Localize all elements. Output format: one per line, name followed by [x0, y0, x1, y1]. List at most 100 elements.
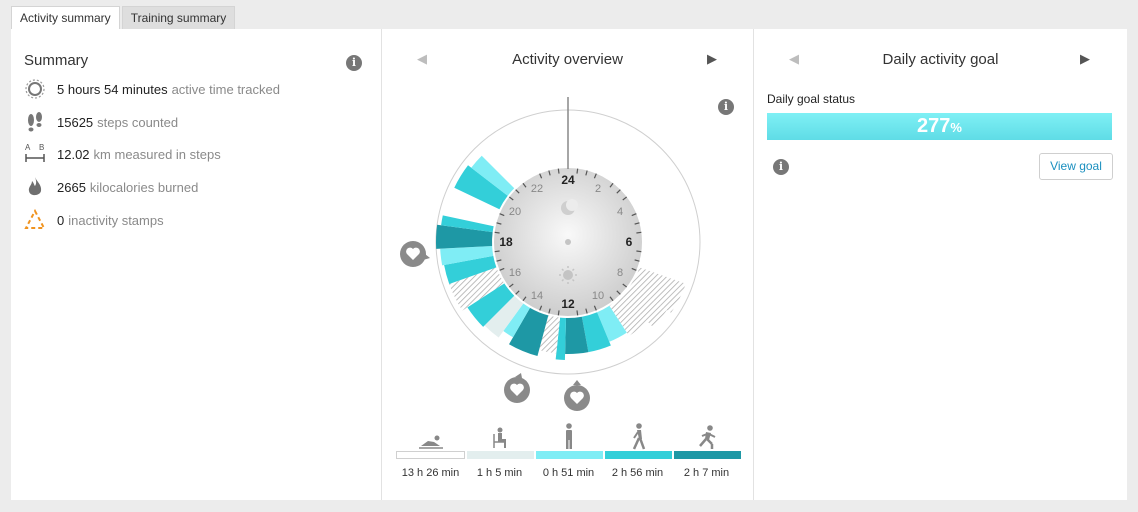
- heart-rate-marker-icon[interactable]: [400, 241, 430, 267]
- legend-label-resting: 13 h 26 min: [401, 467, 460, 479]
- hour-label-22: 22: [531, 183, 543, 195]
- active-time-label: active time tracked: [171, 81, 280, 97]
- goal-status-label: Daily goal status: [767, 92, 856, 106]
- tab-activity-summary[interactable]: Activity summary: [11, 6, 120, 30]
- svg-text:B: B: [39, 143, 44, 152]
- dial-tick: [616, 189, 621, 194]
- legend-bar-sitting: [467, 451, 534, 459]
- summary-title: Summary: [24, 52, 89, 69]
- dial-tick: [496, 259, 502, 262]
- goal-column: Daily activity goal ◀ ▶ Daily goal statu…: [754, 29, 1127, 500]
- activity-segment: [471, 155, 515, 196]
- activity-segment: [444, 255, 497, 285]
- dial-tick: [576, 168, 579, 174]
- legend-bar-running: [674, 451, 741, 459]
- previous-arrow-icon[interactable]: ◀: [789, 51, 799, 66]
- stat-active-time: 5 hours 54 minutes active time tracked: [23, 77, 280, 101]
- dial-tick: [622, 283, 628, 288]
- dial-tick: [515, 189, 520, 194]
- dial-tick: [593, 305, 597, 311]
- dial-tick: [499, 213, 505, 217]
- activity-legend: 13 h 26 min 1 h 5 min 0 h 51 min 2 h 56 …: [396, 420, 741, 479]
- dial-tick: [622, 196, 628, 201]
- distance-value: 12.02: [57, 146, 90, 162]
- goal-percent-sign: %: [950, 120, 962, 135]
- sitting-icon: [465, 420, 534, 450]
- legend-label-standing: 0 h 51 min: [542, 467, 595, 479]
- activity-segment: [539, 315, 561, 354]
- info-icon[interactable]: i: [346, 55, 362, 71]
- summary-column: Summary i 5 hours 54 minutes active time…: [11, 29, 382, 500]
- activity-time-icon: [23, 77, 47, 101]
- dial-tick: [522, 182, 527, 188]
- activity-segment: [630, 267, 686, 313]
- dial-tick: [631, 267, 637, 271]
- tab-bar: Activity summary Training summary: [11, 6, 237, 30]
- activity-segment: [449, 267, 505, 311]
- activity-clock-chart: 24 2 4 6 8 10 12 14 16 18 20 22: [400, 97, 701, 411]
- activity-segment: [581, 312, 611, 353]
- steps-label: steps counted: [97, 114, 179, 130]
- dial-tick: [557, 168, 560, 174]
- tab-training-summary[interactable]: Training summary: [121, 6, 236, 29]
- dial-tick: [522, 296, 527, 302]
- activity-segment: [484, 295, 524, 338]
- hour-label-2: 2: [595, 183, 601, 195]
- activity-segment: [621, 285, 667, 327]
- calories-label: kilocalories burned: [89, 179, 199, 195]
- activity-segment: [555, 317, 567, 360]
- inactivity-value: 0: [57, 212, 65, 228]
- overview-title: Activity overview: [512, 51, 623, 68]
- dial-tick: [585, 308, 588, 314]
- dial-tick: [636, 250, 642, 253]
- dial-tick: [515, 290, 520, 295]
- info-icon[interactable]: i: [718, 99, 734, 115]
- svg-text:A: A: [25, 143, 31, 152]
- dial-center: [565, 239, 571, 245]
- heart-rate-marker-icon[interactable]: [564, 380, 590, 411]
- info-icon[interactable]: i: [773, 159, 789, 175]
- hour-label-24: 24: [561, 173, 575, 187]
- dial-tick: [609, 296, 614, 302]
- dial-tick: [539, 305, 543, 311]
- stat-inactivity: 0 inactivity stamps: [23, 208, 164, 232]
- hour-label-16: 16: [509, 267, 521, 279]
- activity-panel: Summary i 5 hours 54 minutes active time…: [11, 29, 1127, 500]
- next-arrow-icon[interactable]: ▶: [1080, 51, 1090, 66]
- dial-tick: [585, 170, 588, 176]
- active-time-value: 5 hours 54 minutes: [57, 81, 168, 97]
- hour-label-14: 14: [531, 290, 543, 302]
- activity-segment: [597, 305, 627, 342]
- view-goal-button[interactable]: View goal: [1039, 153, 1113, 180]
- dial-tick: [499, 267, 505, 271]
- dial-tick: [609, 182, 614, 188]
- next-arrow-icon[interactable]: ▶: [707, 51, 717, 66]
- activity-segment: [503, 303, 530, 338]
- legend-label-walking: 2 h 56 min: [611, 467, 664, 479]
- dial-tick: [616, 290, 621, 295]
- legend-bar-resting: [396, 451, 465, 459]
- standing-icon: [534, 420, 603, 450]
- hour-label-18: 18: [499, 235, 513, 249]
- goal-progress-bar: 277%: [767, 113, 1112, 140]
- activity-segment: [436, 224, 493, 249]
- activity-segment: [440, 245, 494, 266]
- dial-tick: [494, 250, 500, 253]
- footsteps-icon: [23, 110, 47, 134]
- activity-segment: [441, 215, 494, 233]
- sun-icon: [559, 266, 577, 284]
- dial-tick: [593, 173, 597, 179]
- heart-rate-marker-icon[interactable]: [504, 373, 530, 403]
- activity-segment: [609, 295, 648, 336]
- running-icon: [672, 420, 741, 450]
- dial-tick: [508, 196, 514, 201]
- inactivity-stamp-icon: [23, 208, 47, 232]
- hour-label-20: 20: [509, 206, 521, 218]
- dial-tick: [636, 231, 642, 234]
- inactivity-label: inactivity stamps: [68, 212, 164, 228]
- dial-tick: [576, 310, 579, 316]
- previous-arrow-icon[interactable]: ◀: [417, 51, 427, 66]
- dial-tick: [548, 308, 551, 314]
- legend-label-sitting: 1 h 5 min: [476, 467, 523, 479]
